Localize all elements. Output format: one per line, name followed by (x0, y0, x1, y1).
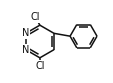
Text: Cl: Cl (36, 61, 45, 71)
Text: N: N (22, 28, 29, 38)
Text: Cl: Cl (30, 12, 40, 22)
Text: N: N (22, 45, 29, 55)
